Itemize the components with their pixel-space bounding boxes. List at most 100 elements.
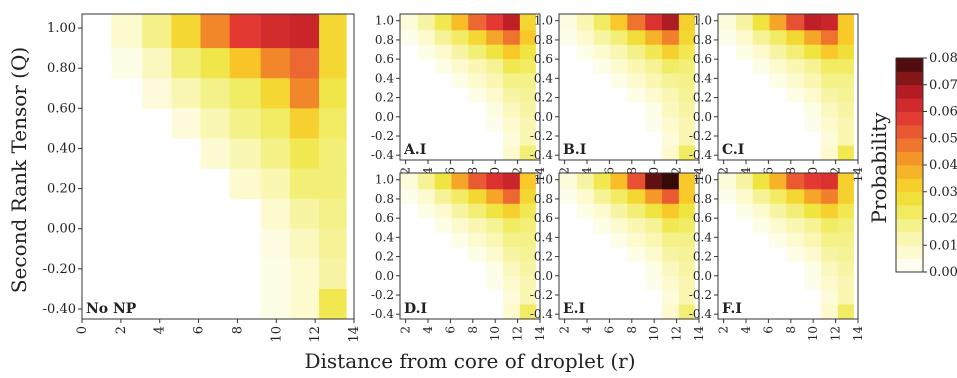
main-panel: 0 2 4 6 8 10 12 14 1.00 0.80 0.60 0.40 0.20 0.00 -0.20… xyxy=(43,13,362,343)
x-tick-label: 4 xyxy=(421,167,435,175)
heatmap-cell xyxy=(627,203,646,219)
heatmap-cell xyxy=(678,30,695,46)
heatmap-cell xyxy=(837,131,854,146)
heatmap-cell xyxy=(752,59,770,74)
heatmap-cell xyxy=(627,232,646,248)
heatmap-cell xyxy=(610,232,628,248)
x-tick-label: 10 xyxy=(488,326,502,341)
x-tick-label: 2 xyxy=(399,167,413,175)
heatmap-cell xyxy=(451,59,469,74)
heatmap-cell xyxy=(486,261,504,277)
y-tick-label: 0.0 xyxy=(534,269,553,283)
heatmap-cell xyxy=(804,14,822,31)
heatmap-cell xyxy=(837,116,854,132)
heatmap-cell xyxy=(786,189,805,205)
colorbar-tick-label: 0.07 xyxy=(929,78,957,93)
heatmap-cell xyxy=(468,246,487,262)
heatmap-cell xyxy=(289,48,320,79)
heatmap-cell xyxy=(804,218,822,233)
heatmap-cell xyxy=(486,87,504,103)
heatmap-cell xyxy=(837,218,854,233)
heatmap-cell xyxy=(319,14,347,49)
heatmap-cell xyxy=(434,203,452,219)
x-tick-label: 8 xyxy=(230,326,245,334)
heatmap-cell xyxy=(627,246,646,262)
heatmap-cell xyxy=(576,30,595,46)
heatmap-cell xyxy=(645,87,663,103)
heatmap-cell xyxy=(434,44,452,60)
y-tick-label: 0.4 xyxy=(534,230,553,244)
heatmap-cell xyxy=(451,218,469,233)
heatmap-cell xyxy=(260,168,291,200)
panel-label: D.I xyxy=(404,301,427,317)
subpanel-heatmap: 2 4 6 8 10 12 14 1.0 0.8 0.6 0.4 0.2 0.0 -0.2 -0.4 F.I xyxy=(689,172,865,341)
x-tick-label: 2 xyxy=(558,326,572,334)
heatmap-cell xyxy=(451,14,469,31)
heatmap-cell xyxy=(142,14,172,49)
colorbar-swatch xyxy=(896,258,923,273)
heatmap-cell xyxy=(260,48,291,79)
y-tick-label: 0.8 xyxy=(693,192,712,206)
colorbar-tick-label: 0.05 xyxy=(929,131,957,146)
heatmap-cell xyxy=(486,59,504,74)
x-tick-label: 6 xyxy=(192,326,207,334)
heatmap-cell xyxy=(519,87,536,103)
colorbar-tick-label: 0.01 xyxy=(929,238,957,253)
heatmap-cell xyxy=(260,14,291,49)
heatmap-cell xyxy=(229,138,262,169)
heatmap-cell xyxy=(503,246,521,262)
heatmap-cell xyxy=(503,44,521,60)
heatmap-cell xyxy=(662,304,680,320)
y-tick-label: 0.00 xyxy=(47,222,76,237)
heatmap-cell xyxy=(821,218,839,233)
heatmap-cell xyxy=(200,78,231,109)
heatmap-cell xyxy=(662,30,680,46)
heatmap-cell xyxy=(804,73,822,89)
y-tick-label: 0.6 xyxy=(375,211,394,225)
x-tick-label: 14 xyxy=(533,326,547,342)
heatmap-cell xyxy=(171,48,201,79)
panel-label: E.I xyxy=(563,301,585,317)
heatmap-cell xyxy=(468,173,487,190)
x-tick-label: 12 xyxy=(670,326,684,341)
heatmap-cell xyxy=(821,30,839,46)
panel-label: A.I xyxy=(403,142,426,158)
heatmap-cell xyxy=(610,59,628,74)
heatmap-cell xyxy=(662,44,680,60)
heatmap-cell xyxy=(593,173,611,190)
x-tick-label: 8 xyxy=(466,326,480,334)
y-tick-label: -0.4 xyxy=(689,148,713,162)
y-tick-label: 0.8 xyxy=(534,33,553,47)
y-tick-label: 1.0 xyxy=(693,173,712,187)
heatmap-cell xyxy=(468,30,487,46)
heatmap-cell xyxy=(627,30,646,46)
y-tick-label: 0.4 xyxy=(375,230,394,244)
heatmap-cell xyxy=(662,246,680,262)
y-tick-label: 1.0 xyxy=(534,14,553,28)
heatmap-cell xyxy=(319,288,347,320)
heatmap-cell xyxy=(417,44,436,60)
heatmap-cell xyxy=(769,59,787,74)
heatmap-cell xyxy=(451,173,469,190)
y-tick-label: -0.4 xyxy=(371,148,395,162)
heatmap-cell xyxy=(821,232,839,248)
heatmap-cell xyxy=(735,189,754,205)
y-tick-label: 0.20 xyxy=(47,182,76,197)
heatmap-cell xyxy=(486,275,504,291)
heatmap-cell xyxy=(468,203,487,219)
y-tick-label: 1.0 xyxy=(534,173,553,187)
colorbar-swatch xyxy=(896,245,923,260)
x-tick-label: 2 xyxy=(717,167,731,175)
heatmap-cell xyxy=(769,189,787,205)
heatmap-cell xyxy=(821,44,839,60)
heatmap-cell xyxy=(804,232,822,248)
y-tick-label: 0.4 xyxy=(534,71,553,85)
x-tick-label: 4 xyxy=(580,167,594,175)
heatmap-cell xyxy=(678,189,695,205)
x-tick-label: 4 xyxy=(580,326,594,334)
y-tick-label: 0.2 xyxy=(375,91,394,105)
heatmap-cell xyxy=(468,87,487,103)
heatmap-cell xyxy=(786,30,805,46)
heatmap-cell xyxy=(576,44,595,60)
y-tick-label: 1.00 xyxy=(47,21,76,36)
